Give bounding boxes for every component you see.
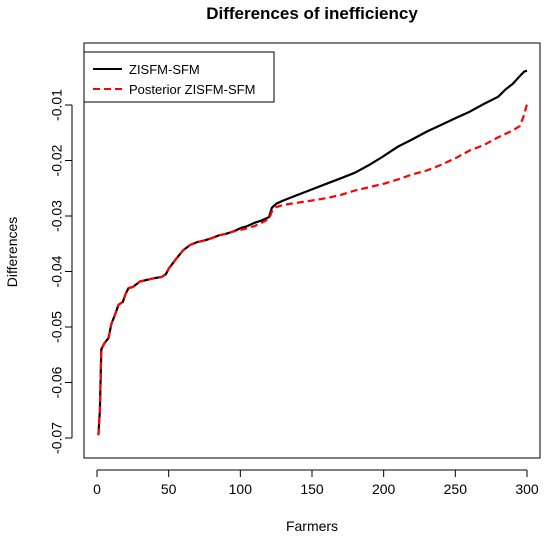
x-tick-label: 200 bbox=[372, 481, 396, 497]
y-tick-label: -0.01 bbox=[49, 89, 65, 121]
x-tick-label: 100 bbox=[229, 481, 253, 497]
x-axis: 0 50 100 150 200 250 300 bbox=[93, 469, 539, 497]
series-layer bbox=[97, 69, 529, 436]
x-tick-label: 50 bbox=[161, 481, 177, 497]
x-tick-label: 250 bbox=[444, 481, 468, 497]
x-tick-label: 300 bbox=[515, 481, 539, 497]
legend-box bbox=[83, 51, 275, 103]
y-tick-label: -0.04 bbox=[49, 255, 65, 287]
series-line-posterior-zisfm-sfm bbox=[97, 103, 529, 436]
plot-frame bbox=[83, 42, 541, 459]
y-tick-label: -0.05 bbox=[49, 311, 65, 343]
legend-label-zisfm-sfm: ZISFM-SFM bbox=[129, 62, 200, 77]
y-axis-label: Differences bbox=[4, 217, 20, 288]
y-axis: -0.07 -0.06 -0.05 -0.04 -0.03 -0.02 -0.01 bbox=[49, 89, 73, 454]
series-line-zisfm-sfm bbox=[97, 69, 528, 436]
legend-label-posterior-zisfm-sfm: Posterior ZISFM-SFM bbox=[129, 82, 255, 97]
x-axis-label: Farmers bbox=[286, 518, 338, 534]
legend: ZISFM-SFM Posterior ZISFM-SFM bbox=[83, 51, 275, 103]
y-tick-label: -0.07 bbox=[49, 422, 65, 454]
y-tick-label: -0.02 bbox=[49, 144, 65, 176]
x-tick-label: 150 bbox=[300, 481, 324, 497]
y-tick-label: -0.06 bbox=[49, 366, 65, 398]
y-tick-label: -0.03 bbox=[49, 200, 65, 232]
chart-title: Differences of inefficiency bbox=[206, 4, 418, 23]
x-tick-label: 0 bbox=[93, 481, 101, 497]
